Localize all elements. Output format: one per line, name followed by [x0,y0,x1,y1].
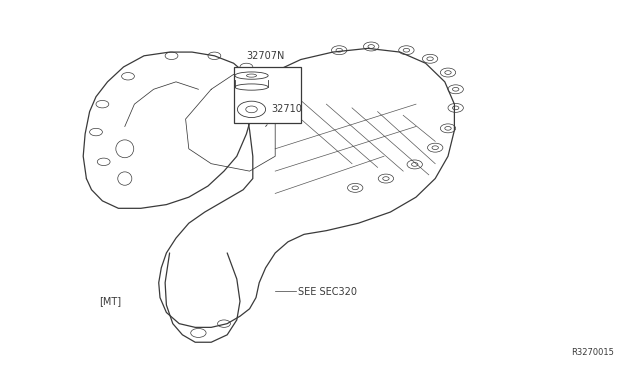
Text: SEE SEC320: SEE SEC320 [298,287,356,297]
Text: R3270015: R3270015 [572,348,614,357]
Text: [MT]: [MT] [99,296,122,306]
Text: 32710: 32710 [271,105,302,114]
FancyBboxPatch shape [234,67,301,123]
Text: 32707N: 32707N [246,51,285,61]
